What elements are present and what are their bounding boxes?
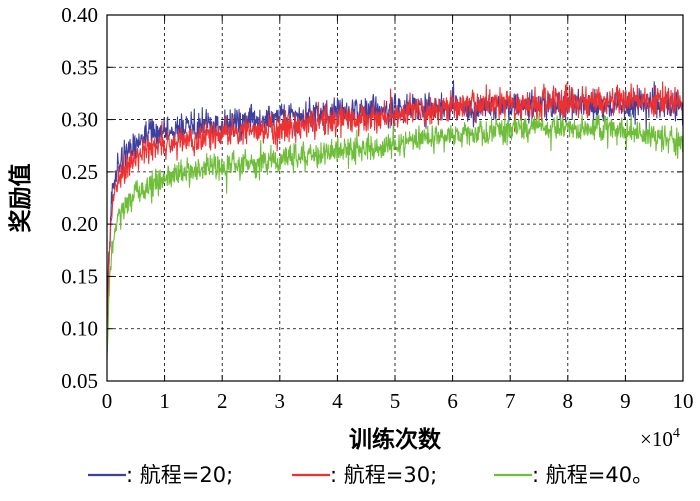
grid-layer <box>107 15 683 381</box>
x-tick-label: 3 <box>275 389 286 413</box>
legend-label-3: : 航程=40。 <box>532 463 653 487</box>
y-tick-label: 0.20 <box>61 212 98 236</box>
x-tick-label: 6 <box>447 389 458 413</box>
x-tick-label: 8 <box>563 389 574 413</box>
x-axis-multiplier-base: ×10 <box>640 427 673 451</box>
legend-label-2: : 航程=30; <box>330 463 437 487</box>
x-tick-label: 1 <box>159 389 170 413</box>
legend: : 航程=20; : 航程=30; : 航程=40。 <box>88 463 653 487</box>
x-tick-label: 9 <box>620 389 631 413</box>
label-layer: 训练次数 奖励值 ×104 <box>7 164 680 454</box>
tick-layer: 0 1 2 3 4 5 6 7 8 9 10 0.05 0.10 0.15 0.20 0.25 0.30 0.35… <box>61 3 693 413</box>
x-tick-label: 10 <box>673 389 694 413</box>
x-tick-label: 7 <box>505 389 516 413</box>
y-tick-label: 0.30 <box>61 108 98 132</box>
y-tick-label: 0.40 <box>61 3 98 27</box>
x-axis-title: 训练次数 <box>349 426 442 453</box>
y-tick-label: 0.35 <box>61 55 98 79</box>
y-tick-label: 0.05 <box>61 369 98 393</box>
x-tick-label: 4 <box>332 389 343 413</box>
x-axis-multiplier: ×104 <box>640 426 680 451</box>
x-tick-label: 0 <box>102 389 113 413</box>
x-tick-label: 2 <box>217 389 228 413</box>
x-tick-label: 5 <box>390 389 401 413</box>
series-layer <box>106 80 684 361</box>
y-tick-label: 0.25 <box>61 160 98 184</box>
series-line-2 <box>106 81 684 329</box>
y-axis-title: 奖励值 <box>7 164 34 233</box>
y-tick-label: 0.15 <box>61 264 98 288</box>
legend-label-1: : 航程=20; <box>126 463 233 487</box>
series-line-3 <box>106 112 684 361</box>
y-tick-label: 0.10 <box>61 317 98 341</box>
x-axis-multiplier-exponent: 4 <box>673 426 680 441</box>
